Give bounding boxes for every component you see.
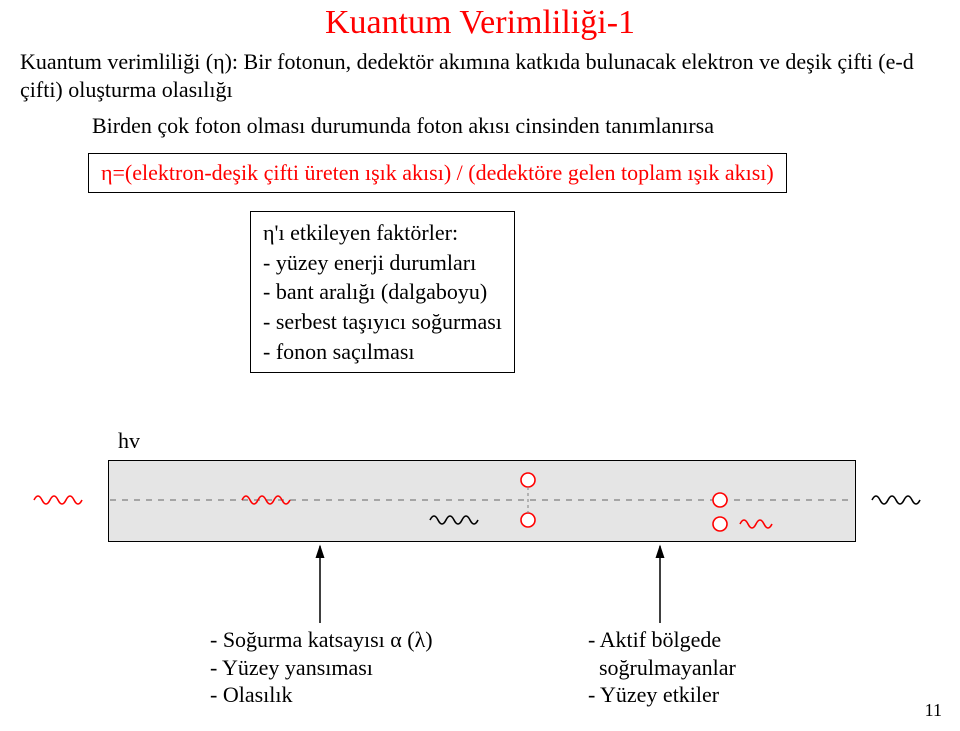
factors-item: - fonon saçılması — [263, 337, 502, 367]
photon-wave-icon — [34, 496, 82, 504]
factors-item: - bant aralığı (dalgaboyu) — [263, 277, 502, 307]
hole-icon — [713, 517, 727, 531]
page-title: Kuantum Verimliliği-1 — [0, 0, 960, 42]
factors-header: η'ı etkileyen faktörler: — [263, 218, 502, 248]
factors-item: - serbest taşıyıcı soğurması — [263, 307, 502, 337]
electron-icon — [713, 493, 727, 507]
callout-line: - Yüzey yansıması — [210, 654, 433, 682]
photon-wave-icon — [242, 496, 290, 504]
callout-line: - Yüzey etkiler — [588, 681, 736, 709]
photon-wave-icon — [740, 520, 772, 528]
callout-line: soğrulmayanlar — [588, 654, 736, 682]
callout-line: - Aktif bölgede — [588, 626, 736, 654]
callout-left: - Soğurma katsayısı α (λ) - Yüzey yansım… — [210, 626, 433, 709]
callout-line: - Olasılık — [210, 681, 433, 709]
diagram-svg — [0, 428, 960, 688]
intro-text: Kuantum verimliliği (η): Bir fotonun, de… — [0, 42, 960, 103]
transmitted-wave-icon — [872, 496, 920, 504]
callout-line: - Soğurma katsayısı α (λ) — [210, 626, 433, 654]
phonon-wave-icon — [430, 516, 478, 524]
formula-box: η=(elektron-deşik çifti üreten ışık akıs… — [88, 153, 787, 193]
page-number: 11 — [925, 700, 942, 721]
diagram-area: hv — [0, 428, 960, 688]
hole-icon — [521, 513, 535, 527]
electron-icon — [521, 473, 535, 487]
subtext: Birden çok foton olması durumunda foton … — [0, 103, 960, 139]
formula-text: η=(elektron-deşik çifti üreten ışık akıs… — [101, 160, 774, 185]
factors-item: - yüzey enerji durumları — [263, 248, 502, 278]
callout-right: - Aktif bölgede soğrulmayanlar - Yüzey e… — [588, 626, 736, 709]
factors-box: η'ı etkileyen faktörler: - yüzey enerji … — [250, 211, 515, 373]
